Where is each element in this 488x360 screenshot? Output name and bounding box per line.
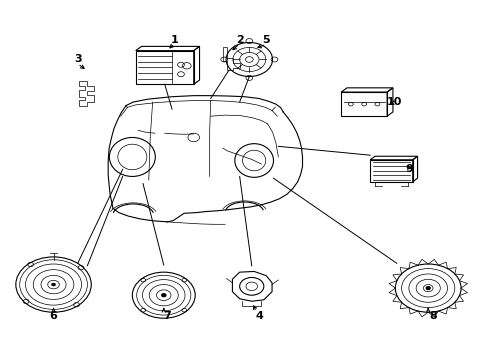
Text: 1: 1 — [170, 35, 178, 45]
Text: 5: 5 — [262, 35, 269, 45]
Text: 6: 6 — [49, 311, 58, 321]
Text: 8: 8 — [428, 311, 436, 321]
Text: 10: 10 — [386, 97, 401, 107]
Circle shape — [161, 293, 166, 297]
Text: 7: 7 — [163, 311, 171, 321]
Circle shape — [52, 283, 55, 286]
Text: 9: 9 — [404, 165, 412, 174]
Text: 3: 3 — [74, 54, 81, 64]
Text: 2: 2 — [235, 35, 243, 45]
Text: 4: 4 — [255, 311, 263, 321]
Circle shape — [426, 287, 429, 289]
